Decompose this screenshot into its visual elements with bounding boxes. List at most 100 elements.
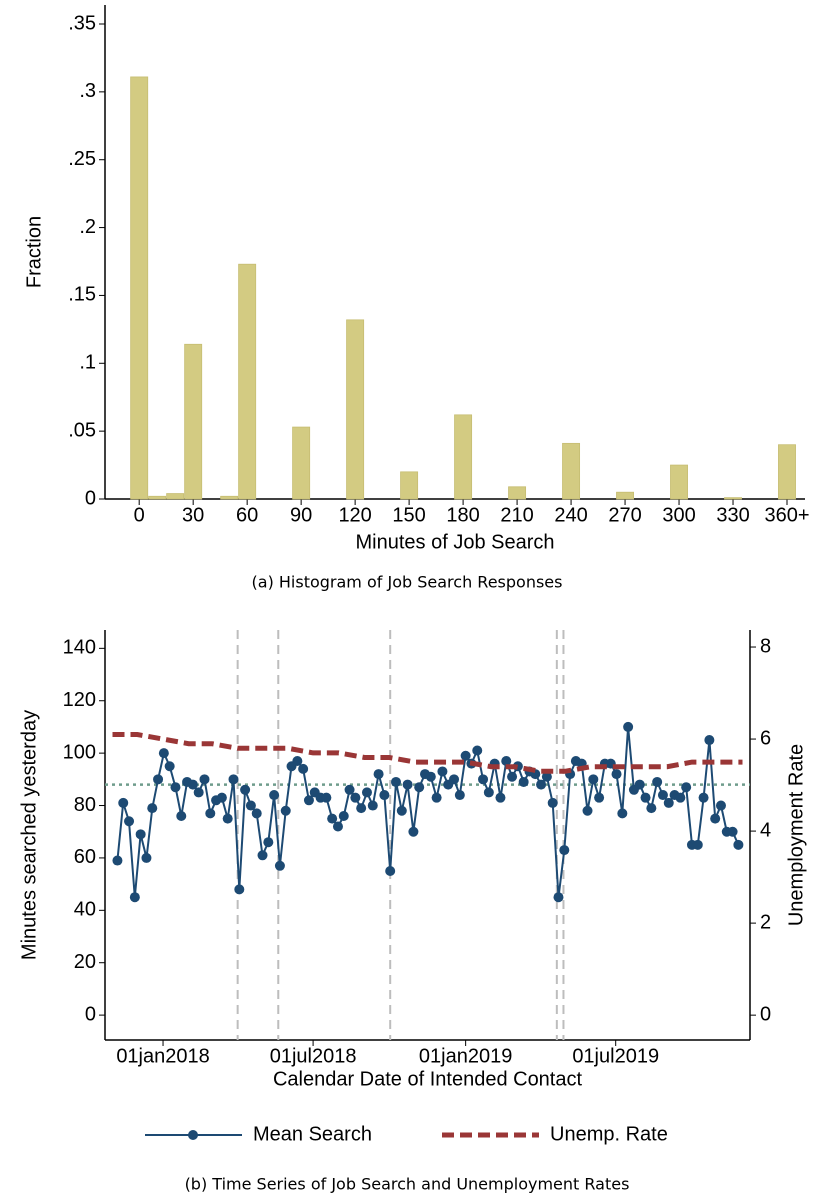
y-tick-label: 0 bbox=[85, 487, 96, 509]
x-tick-label: 240 bbox=[554, 504, 587, 526]
data-point bbox=[118, 797, 129, 808]
data-point bbox=[594, 792, 605, 803]
x-tick-label: 0 bbox=[134, 504, 145, 526]
y-tick-label: .35 bbox=[68, 12, 96, 34]
data-point bbox=[536, 779, 547, 790]
data-point bbox=[617, 808, 628, 819]
data-point bbox=[234, 884, 245, 895]
bar bbox=[238, 263, 257, 500]
data-point bbox=[367, 800, 378, 811]
data-point bbox=[588, 774, 599, 785]
x-tick-label: 120 bbox=[338, 504, 371, 526]
data-point bbox=[460, 750, 471, 761]
data-point bbox=[332, 821, 343, 832]
bar bbox=[184, 343, 203, 500]
bar bbox=[148, 495, 167, 500]
legend-label: Mean Search bbox=[253, 1123, 372, 1145]
data-point bbox=[541, 771, 552, 782]
x-tick-label: 180 bbox=[446, 504, 479, 526]
data-point bbox=[402, 779, 413, 790]
data-point bbox=[350, 792, 361, 803]
data-point bbox=[129, 892, 140, 903]
y2-tick-label: 0 bbox=[760, 1003, 771, 1025]
x-tick-label: 210 bbox=[500, 504, 533, 526]
bar bbox=[670, 464, 688, 500]
data-point bbox=[582, 805, 593, 816]
data-point bbox=[321, 792, 332, 803]
data-point bbox=[727, 826, 738, 837]
caption: (a) Histogram of Job Search Responses bbox=[252, 573, 563, 592]
bar bbox=[130, 76, 149, 500]
data-point bbox=[269, 790, 280, 801]
y-tick-label: 0 bbox=[85, 1003, 96, 1025]
x-tick-label: 270 bbox=[608, 504, 641, 526]
data-point bbox=[646, 803, 657, 814]
y-tick-label: 60 bbox=[74, 846, 96, 868]
y-tick-label: 80 bbox=[74, 794, 96, 816]
data-point bbox=[158, 748, 169, 759]
data-point bbox=[704, 735, 715, 746]
y-tick-label: 40 bbox=[74, 899, 96, 921]
data-point bbox=[518, 776, 529, 787]
data-point bbox=[193, 787, 204, 798]
data-point bbox=[199, 774, 210, 785]
x-axis-title: Calendar Date of Intended Contact bbox=[273, 1068, 583, 1090]
y-tick-label: .25 bbox=[68, 148, 96, 170]
data-point bbox=[657, 790, 668, 801]
data-point bbox=[170, 782, 181, 793]
y2-tick-label: 8 bbox=[760, 635, 771, 657]
y-axis-title: Fraction bbox=[23, 216, 45, 288]
data-point bbox=[263, 837, 274, 848]
data-point bbox=[414, 782, 425, 793]
data-point bbox=[257, 850, 268, 861]
data-point bbox=[245, 800, 256, 811]
data-point bbox=[681, 782, 692, 793]
data-point bbox=[240, 784, 251, 795]
data-point bbox=[280, 805, 291, 816]
data-point bbox=[675, 792, 686, 803]
data-point bbox=[338, 811, 349, 822]
data-point bbox=[303, 795, 314, 806]
data-point bbox=[733, 839, 744, 850]
data-point bbox=[187, 779, 198, 790]
data-point bbox=[292, 755, 303, 766]
x-tick-label: 360+ bbox=[764, 504, 809, 526]
y-axis-title: Minutes searched yesterday bbox=[18, 710, 40, 960]
bar bbox=[166, 493, 185, 500]
data-point bbox=[373, 769, 384, 780]
data-point bbox=[623, 721, 634, 732]
data-point bbox=[431, 792, 442, 803]
data-point bbox=[507, 771, 518, 782]
data-point bbox=[298, 763, 309, 774]
data-point bbox=[396, 805, 407, 816]
data-point bbox=[449, 774, 460, 785]
y2-tick-label: 6 bbox=[760, 727, 771, 749]
data-point bbox=[692, 839, 703, 850]
bar bbox=[562, 442, 581, 500]
bar bbox=[346, 319, 365, 500]
y-tick-label: 100 bbox=[63, 741, 96, 763]
y-tick-label: .05 bbox=[68, 419, 96, 441]
data-point bbox=[385, 866, 396, 877]
x-tick-label: 01jan2019 bbox=[419, 1045, 512, 1067]
y-tick-label: 120 bbox=[63, 689, 96, 711]
y-tick-label: .3 bbox=[79, 80, 96, 102]
data-point bbox=[153, 774, 164, 785]
data-point bbox=[483, 787, 494, 798]
bar bbox=[292, 426, 311, 500]
data-point bbox=[425, 771, 436, 782]
data-point bbox=[164, 761, 175, 772]
data-point bbox=[135, 829, 146, 840]
data-point bbox=[715, 800, 726, 811]
data-point bbox=[472, 745, 483, 756]
data-point bbox=[454, 790, 465, 801]
data-point bbox=[559, 845, 570, 856]
data-point bbox=[274, 860, 285, 871]
series-line bbox=[112, 732, 743, 774]
data-point bbox=[379, 790, 390, 801]
data-point bbox=[251, 808, 262, 819]
data-point bbox=[176, 811, 187, 822]
bar bbox=[400, 471, 419, 500]
x-tick-label: 60 bbox=[236, 504, 258, 526]
